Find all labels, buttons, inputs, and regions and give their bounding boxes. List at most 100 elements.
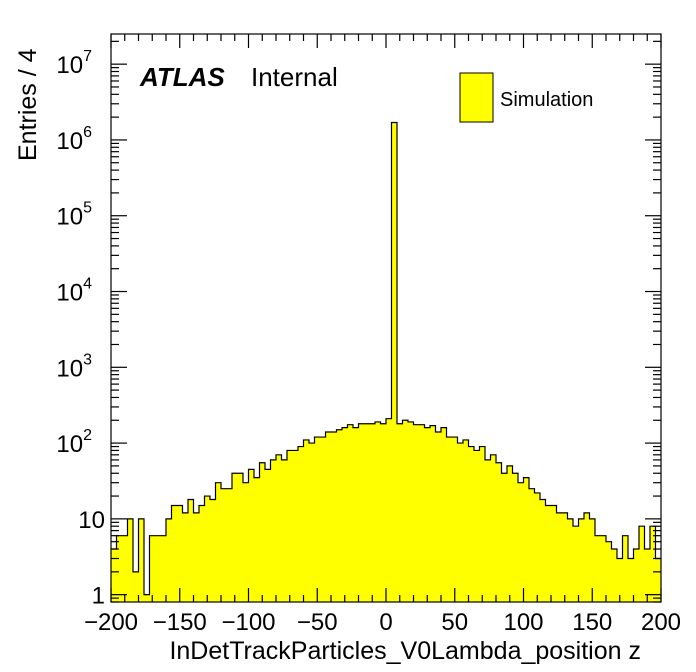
- histogram-bar: [501, 473, 508, 602]
- histogram-outline: [111, 121, 661, 596]
- histogram-bar: [287, 450, 293, 602]
- x-tick-label: 50: [441, 609, 468, 636]
- y-axis-tick-labels: 1 10 102 103 104 105 106 107: [56, 48, 105, 609]
- y-tick-label: 102: [56, 427, 92, 458]
- x-axis-title: InDetTrackParticles_V0Lambda_position z: [169, 637, 641, 665]
- histogram-bar: [226, 488, 233, 602]
- histogram-bar: [529, 488, 535, 602]
- histogram-bar: [265, 469, 271, 602]
- y-axis-ticks: [111, 40, 661, 603]
- histogram-bar: [221, 488, 227, 602]
- histogram-bar: [534, 492, 541, 602]
- histogram-bar: [325, 432, 332, 602]
- histogram-bar: [353, 427, 359, 602]
- histogram-bar: [518, 482, 524, 602]
- histogram-bar: [424, 427, 431, 602]
- y-tick-label: 10: [78, 507, 105, 534]
- histogram-bar: [171, 505, 178, 602]
- histogram-bar: [644, 549, 651, 602]
- histogram-bar: [633, 549, 640, 602]
- y-tick-label: 1: [92, 583, 105, 610]
- y-tick-label: 106: [56, 124, 92, 155]
- histogram-bar: [259, 462, 266, 602]
- histogram-bar: [413, 424, 420, 602]
- histogram-bar: [496, 462, 502, 602]
- histogram-bar: [639, 526, 645, 602]
- histogram-bar: [595, 535, 601, 602]
- histogram-bar: [364, 423, 370, 602]
- histogram-bar: [452, 437, 458, 602]
- histogram-bar: [193, 512, 200, 602]
- y-axis-title: Entries / 4: [14, 48, 42, 161]
- x-tick-label: −200: [84, 609, 138, 636]
- histogram-bar: [298, 446, 304, 602]
- histogram-bars: [111, 122, 662, 602]
- histogram-bar: [419, 424, 425, 602]
- histogram-bar: [430, 425, 436, 602]
- histogram-bar: [622, 535, 629, 602]
- x-axis-tick-labels: −200 −150 −100 −50 0 50 100 150 200: [84, 609, 681, 636]
- histogram-bar: [188, 499, 194, 602]
- legend-swatch: [459, 72, 494, 123]
- histogram-bar: [402, 420, 409, 602]
- histogram-bar: [248, 469, 255, 602]
- histogram-bar: [314, 437, 321, 602]
- histogram-bar: [474, 450, 480, 602]
- histogram-bar: [111, 549, 117, 602]
- histogram-bar: [149, 535, 156, 602]
- histogram-bar: [386, 418, 392, 602]
- histogram-bar: [210, 499, 216, 602]
- histogram-bar: [336, 429, 343, 602]
- histogram-bar: [507, 465, 513, 602]
- histogram-bar: [177, 505, 183, 602]
- histogram-bar: [369, 423, 376, 602]
- histogram-bar: [133, 571, 139, 602]
- histogram-bar: [589, 518, 596, 602]
- histogram-bar: [331, 432, 337, 602]
- histogram-bar: [144, 594, 150, 602]
- histogram-bar: [358, 423, 365, 602]
- histogram-bar: [650, 526, 656, 602]
- histogram-bar: [391, 122, 398, 602]
- x-tick-label: 100: [503, 609, 543, 636]
- y-tick-label: 104: [56, 276, 92, 307]
- histogram-bar: [655, 558, 662, 602]
- histogram-bar: [556, 512, 563, 602]
- histogram-bar: [600, 535, 607, 602]
- histogram-bar: [232, 473, 238, 602]
- histogram-bar: [490, 454, 497, 602]
- histogram-bar: [380, 423, 387, 602]
- histogram-bar: [320, 437, 326, 602]
- atlas-label: ATLAS: [139, 62, 225, 92]
- histogram-bar: [116, 535, 123, 602]
- histogram-bar: [446, 437, 453, 602]
- histogram-bar: [562, 512, 568, 602]
- histogram-bar: [127, 518, 134, 602]
- histogram-bar: [611, 549, 618, 602]
- histogram-bar: [237, 473, 244, 602]
- x-tick-label: −50: [297, 609, 338, 636]
- x-tick-label: −150: [153, 609, 207, 636]
- histogram-bar: [408, 421, 414, 602]
- histogram-bar: [292, 450, 299, 602]
- histogram-bar: [628, 558, 634, 602]
- histogram-bar: [166, 518, 172, 602]
- histogram-bar: [215, 482, 222, 602]
- histogram-bar: [138, 518, 145, 602]
- histogram-bar: [243, 482, 249, 602]
- histogram-bar: [457, 443, 464, 602]
- x-tick-label: 0: [379, 609, 392, 636]
- x-tick-label: 150: [572, 609, 612, 636]
- y-tick-label: 105: [56, 200, 92, 231]
- histogram-bar: [204, 496, 211, 602]
- histogram-bar: [485, 459, 491, 602]
- histogram-bar: [155, 535, 161, 602]
- histogram-bar: [551, 505, 557, 602]
- histogram-bar: [397, 423, 403, 602]
- histogram-bar: [512, 473, 519, 602]
- y-tick-label: 103: [56, 351, 92, 382]
- x-tick-label: 200: [641, 609, 681, 636]
- histogram-bar: [375, 421, 381, 602]
- x-tick-label: −100: [221, 609, 275, 636]
